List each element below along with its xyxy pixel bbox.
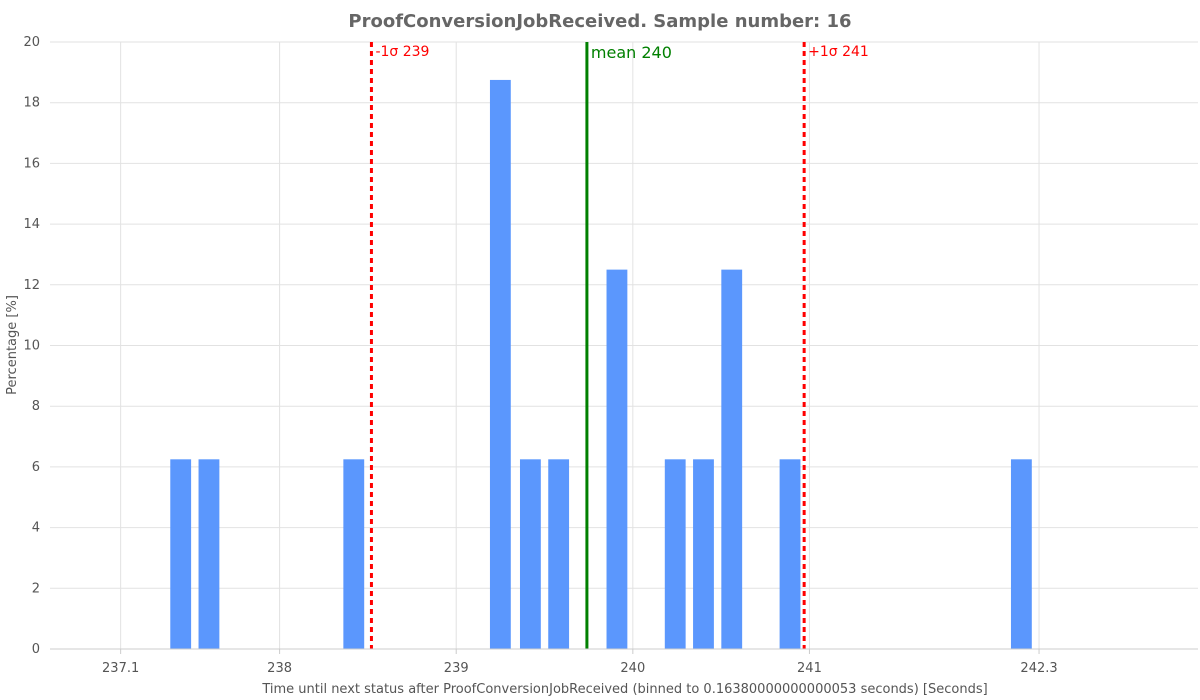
histogram-bar — [1010, 459, 1032, 649]
y-tick-label: 14 — [23, 217, 40, 232]
x-tick-label: 238 — [267, 661, 292, 676]
histogram-bar — [198, 459, 220, 649]
plus-sigma-label: +1σ 241 — [808, 44, 869, 60]
y-tick-label: 2 — [32, 581, 40, 596]
histogram-bar — [779, 459, 801, 649]
annotations: -1σ 239 mean 240 +1σ 241 — [369, 42, 869, 649]
histogram-bar — [170, 459, 192, 649]
mean-label: mean 240 — [591, 43, 672, 62]
x-tick-label: 242.3 — [1020, 661, 1057, 676]
y-tick-label: 20 — [23, 35, 40, 50]
histogram-bar — [519, 459, 541, 649]
x-tick-label: 240 — [620, 661, 645, 676]
histogram-bar — [489, 79, 511, 649]
y-tick-label: 0 — [32, 642, 40, 657]
x-tick-label: 239 — [444, 661, 469, 676]
y-tick-label: 6 — [32, 460, 40, 475]
y-tick-label: 18 — [23, 96, 40, 111]
histogram-bar — [548, 459, 570, 649]
y-tick-label: 12 — [23, 278, 40, 293]
y-tick-label: 10 — [23, 339, 40, 354]
y-tick-label: 4 — [32, 521, 40, 536]
y-tick-label: 8 — [32, 399, 40, 414]
histogram-bar — [606, 269, 628, 649]
histogram-bar — [693, 459, 714, 649]
histogram-bar — [664, 459, 686, 649]
histogram-bar — [721, 269, 743, 649]
x-tick-label: 241 — [797, 661, 822, 676]
x-axis-label: Time until next status after ProofConver… — [261, 682, 987, 697]
x-tick-label: 237.1 — [102, 661, 139, 676]
y-axis-label: Percentage [%] — [5, 295, 20, 395]
chart-title: ProofConversionJobReceived. Sample numbe… — [348, 11, 851, 32]
bars — [170, 79, 1032, 649]
y-tick-label: 16 — [23, 156, 40, 171]
tick-labels: 0 2 4 6 8 10 12 14 16 18 20 237.1 238 239 240 241 242.3 — [23, 35, 1057, 676]
minus-sigma-label: -1σ 239 — [375, 44, 429, 60]
histogram-bar — [343, 459, 365, 649]
